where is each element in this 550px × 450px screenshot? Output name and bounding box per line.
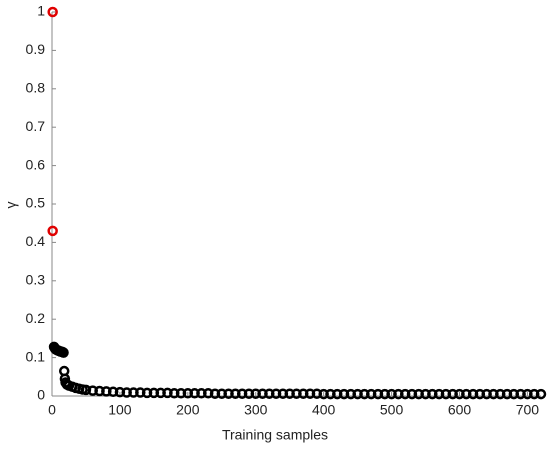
y-axis-label: γ — [3, 202, 19, 209]
x-tick-label: 0 — [48, 402, 56, 418]
x-tick-label: 500 — [380, 402, 404, 418]
data-point — [47, 6, 58, 18]
y-tick-label: 0.9 — [26, 41, 46, 57]
data-point — [47, 225, 58, 237]
y-tick-label: 0.8 — [26, 80, 46, 96]
x-axis-label: Training samples — [222, 427, 328, 443]
x-tick-label: 200 — [176, 402, 200, 418]
y-tick-label: 0.7 — [26, 118, 46, 134]
y-tick-label: 1 — [37, 3, 45, 19]
x-tick-label: 700 — [516, 402, 540, 418]
data-point — [58, 347, 69, 358]
y-tick-label: 0.5 — [26, 195, 46, 211]
data-point — [535, 388, 547, 400]
y-tick-label: 0.2 — [26, 310, 46, 326]
x-tick-label: 100 — [108, 402, 132, 418]
x-tick-label: 300 — [244, 402, 268, 418]
y-tick-label: 0.3 — [26, 272, 46, 288]
y-tick-label: 0.1 — [26, 348, 46, 364]
x-tick-label: 400 — [312, 402, 336, 418]
y-tick-label: 0.4 — [26, 233, 46, 249]
y-tick-label: 0 — [37, 387, 45, 403]
x-tick-label: 600 — [448, 402, 472, 418]
y-tick-label: 0.6 — [26, 156, 46, 172]
